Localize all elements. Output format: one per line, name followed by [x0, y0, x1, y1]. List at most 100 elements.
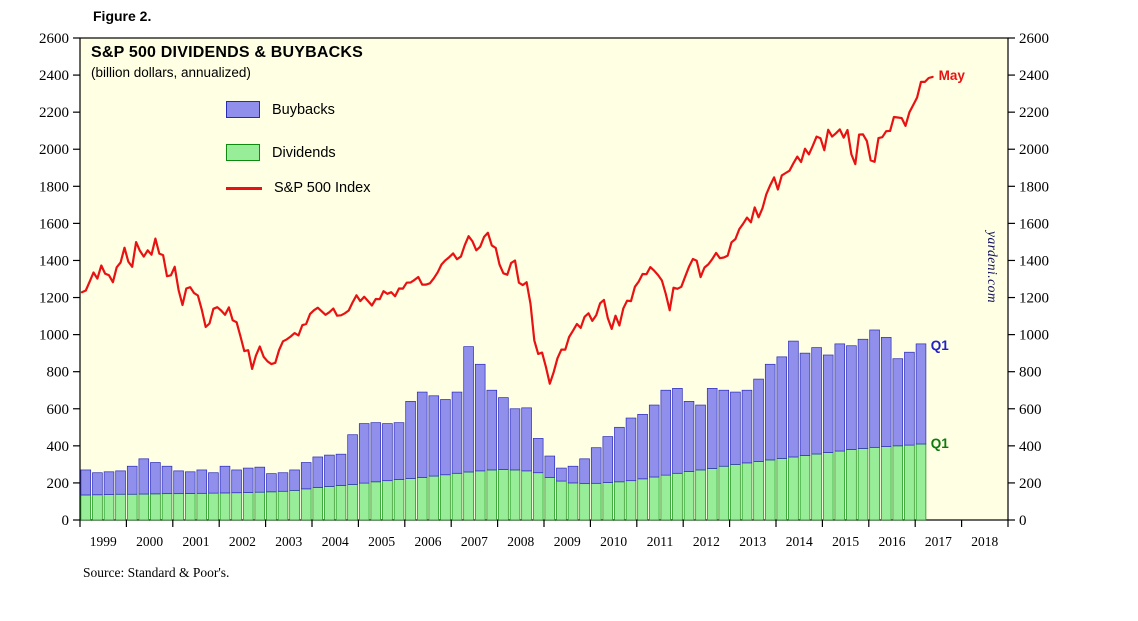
bar-dividends: [915, 443, 927, 521]
y-tick-label-right: 200: [1019, 476, 1042, 492]
bar-dividends: [184, 493, 196, 521]
x-tick-label: 2015: [832, 534, 859, 549]
bar-dividends: [892, 445, 904, 521]
bar-buybacks: [138, 458, 150, 495]
bar-dividends: [695, 469, 706, 521]
x-tick-label: 2001: [183, 534, 210, 549]
y-tick-label-right: 600: [1019, 402, 1042, 418]
bar-dividends: [509, 469, 521, 521]
x-tick-label: 2016: [879, 534, 906, 549]
x-tick-label: 2011: [647, 534, 674, 549]
bar-dividends: [474, 470, 486, 521]
bar-buybacks: [625, 417, 637, 482]
bar-dividends: [718, 465, 730, 521]
bar-buybacks: [811, 347, 822, 455]
bar-buybacks: [184, 471, 196, 494]
bar-buybacks: [718, 389, 730, 467]
bar-dividends: [672, 472, 683, 521]
bar-dividends: [277, 490, 289, 521]
bar-buybacks: [706, 388, 718, 469]
bar-dividends: [869, 446, 880, 521]
bar-dividends: [405, 478, 416, 521]
bar-buybacks: [428, 395, 440, 477]
bar-buybacks: [173, 470, 184, 495]
x-tick-label: 2007: [461, 534, 488, 549]
bar-buybacks: [602, 436, 614, 483]
bar-dividends: [289, 489, 300, 521]
bar-dividends: [115, 493, 126, 521]
bar-dividends: [556, 480, 567, 521]
y-tick-label-right: 400: [1019, 439, 1042, 455]
bar-dividends: [683, 471, 695, 521]
y-tick-label-left: 600: [47, 402, 70, 418]
bar-buybacks: [637, 413, 648, 480]
bar-dividends: [660, 474, 672, 521]
bar-dividends: [242, 492, 254, 521]
bar-buybacks: [544, 455, 556, 478]
bar-buybacks: [892, 358, 904, 447]
bar-dividends: [231, 492, 242, 521]
bar-dividends: [92, 494, 103, 521]
bar-dividends: [788, 456, 799, 521]
x-tick-label: 2013: [739, 534, 766, 549]
bar-buybacks: [567, 465, 579, 484]
y-tick-label-right: 0: [1019, 513, 1027, 529]
bar-buybacks: [498, 397, 509, 470]
bar-buybacks: [521, 407, 532, 472]
bar-dividends: [393, 479, 405, 521]
bar-buybacks: [857, 338, 869, 449]
bar-dividends: [451, 472, 463, 521]
y-tick-label-right: 1200: [1019, 291, 1049, 307]
y-tick-label-left: 1200: [39, 291, 69, 307]
bar-buybacks: [683, 401, 695, 472]
bar-buybacks: [741, 389, 753, 464]
bar-dividends: [544, 477, 556, 521]
bar-buybacks: [358, 423, 370, 484]
bar-dividends: [706, 468, 718, 521]
bar-buybacks: [753, 378, 764, 462]
bar-buybacks: [695, 404, 706, 471]
bar-dividends: [300, 488, 312, 521]
x-tick-label: 2014: [786, 534, 813, 549]
y-tick-label-left: 200: [47, 476, 70, 492]
y-tick-label-right: 1400: [1019, 253, 1049, 269]
bar-dividends: [753, 461, 764, 521]
bar-dividends: [857, 448, 869, 521]
x-tick-label: 2009: [554, 534, 581, 549]
y-tick-label-right: 2200: [1019, 105, 1049, 121]
bar-buybacks: [277, 472, 289, 492]
bar-dividends: [776, 458, 788, 521]
bar-buybacks: [405, 401, 416, 479]
bar-buybacks: [846, 345, 857, 450]
x-tick-label: 1999: [90, 534, 117, 549]
x-tick-label: 2000: [136, 534, 163, 549]
bar-buybacks: [822, 354, 834, 453]
bar-dividends: [219, 492, 231, 521]
bar-buybacks: [672, 388, 683, 474]
bar-buybacks: [312, 456, 324, 488]
y-tick-label-left: 1600: [39, 216, 69, 232]
bar-dividends: [266, 491, 277, 521]
x-tick-label: 2008: [507, 534, 534, 549]
bar-buybacks: [219, 465, 231, 494]
bar-dividends: [335, 485, 347, 521]
bar-buybacks: [289, 469, 300, 491]
bar-buybacks: [150, 462, 161, 495]
bar-buybacks: [103, 471, 115, 495]
x-tick-label: 2006: [415, 534, 442, 549]
bar-dividends: [602, 482, 614, 521]
bar-buybacks: [393, 422, 405, 480]
bar-dividends: [196, 492, 208, 521]
bar-buybacks: [730, 391, 741, 465]
bar-dividends: [312, 487, 324, 521]
bar-dividends: [498, 469, 509, 521]
y-tick-label-right: 1600: [1019, 216, 1049, 232]
bar-buybacks: [474, 363, 486, 472]
bar-buybacks: [266, 473, 277, 493]
bar-buybacks: [590, 447, 602, 484]
bar-buybacks: [486, 389, 498, 471]
y-tick-label-left: 2200: [39, 105, 69, 121]
y-tick-label-right: 1800: [1019, 179, 1049, 195]
bar-dividends: [382, 480, 393, 521]
